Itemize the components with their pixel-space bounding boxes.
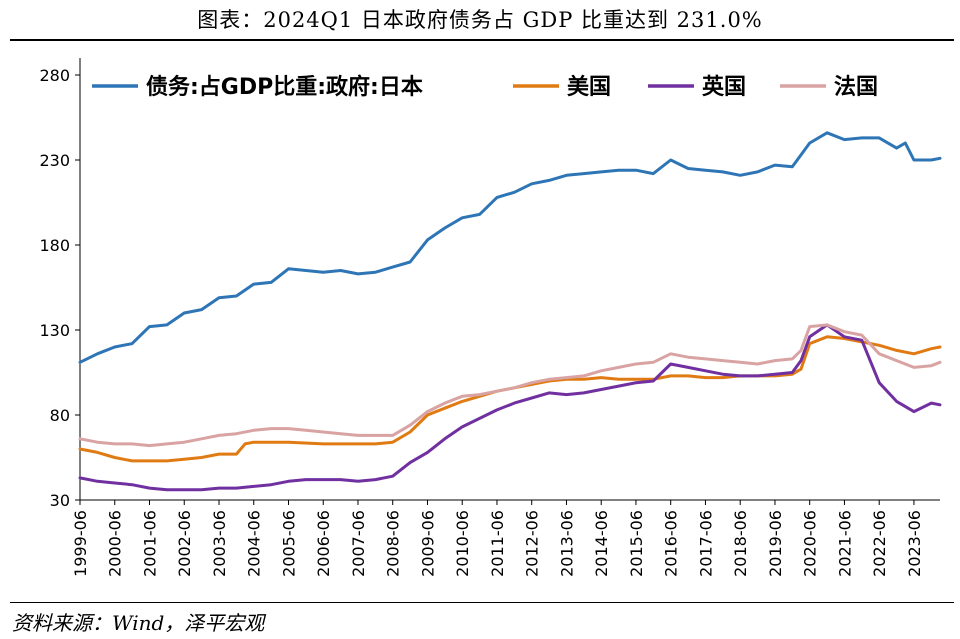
x-tick-label: 2004-06 bbox=[245, 510, 264, 577]
footer-divider bbox=[10, 602, 954, 603]
x-tick-label: 2019-06 bbox=[766, 510, 785, 577]
x-tick-label: 2005-06 bbox=[279, 510, 298, 577]
x-tick-label: 2016-06 bbox=[662, 510, 681, 577]
legend-label-0: 债务:占GDP比重:政府:日本 bbox=[146, 74, 423, 100]
x-tick-label: 2010-06 bbox=[453, 510, 472, 577]
legend-label-1: 美国 bbox=[567, 74, 611, 100]
y-tick-label: 30 bbox=[50, 491, 70, 510]
y-tick-label: 130 bbox=[39, 321, 70, 340]
x-tick-label: 2000-06 bbox=[106, 510, 125, 577]
x-tick-label: 2006-06 bbox=[314, 510, 333, 577]
x-tick-label: 2001-06 bbox=[140, 510, 159, 577]
x-tick-label: 2017-06 bbox=[696, 510, 715, 577]
x-tick-label: 2013-06 bbox=[557, 510, 576, 577]
source-note: 资料来源：Wind，泽平宏观 bbox=[12, 611, 265, 635]
chart-title: 图表：2024Q1 日本政府债务占 GDP 比重达到 231.0% bbox=[197, 8, 763, 32]
x-tick-label: 2003-06 bbox=[210, 510, 229, 577]
x-tick-label: 2014-06 bbox=[592, 510, 611, 577]
y-tick-label: 80 bbox=[50, 406, 70, 425]
x-tick-label: 2020-06 bbox=[801, 510, 820, 577]
y-tick-label: 180 bbox=[39, 236, 70, 255]
x-tick-label: 2008-06 bbox=[384, 510, 403, 577]
title-underline bbox=[10, 39, 954, 41]
x-tick-label: 2022-06 bbox=[870, 510, 889, 577]
chart-series-group bbox=[78, 131, 942, 492]
series-line-2 bbox=[78, 323, 942, 492]
x-tick-label: 2007-06 bbox=[349, 510, 368, 577]
x-tick-label: 2023-06 bbox=[905, 510, 924, 577]
x-tick-label: 2012-06 bbox=[523, 510, 542, 577]
x-tick-label: 2011-06 bbox=[488, 510, 507, 577]
legend-label-3: 法国 bbox=[834, 75, 878, 100]
y-tick-label: 230 bbox=[39, 151, 70, 170]
x-tick-label: 2021-06 bbox=[835, 510, 854, 577]
x-tick-label: 2018-06 bbox=[731, 510, 750, 577]
chart-legend: 债务:占GDP比重:政府:日本 美国 英国 法国 bbox=[92, 74, 878, 100]
x-tick-label: 2002-06 bbox=[175, 510, 194, 577]
series-line-3 bbox=[78, 323, 942, 448]
series-line-0 bbox=[78, 131, 942, 364]
y-tick-label: 280 bbox=[39, 66, 70, 85]
x-tick-label: 2009-06 bbox=[418, 510, 437, 577]
legend-label-2: 英国 bbox=[702, 75, 746, 100]
chart-axes: 30 80 130 180 230 280 1999-06 2000-06 2001-06 200… bbox=[39, 58, 940, 577]
x-tick-label: 1999-06 bbox=[71, 510, 90, 577]
x-tick-label: 2015-06 bbox=[627, 510, 646, 577]
series-line-1 bbox=[78, 335, 942, 463]
